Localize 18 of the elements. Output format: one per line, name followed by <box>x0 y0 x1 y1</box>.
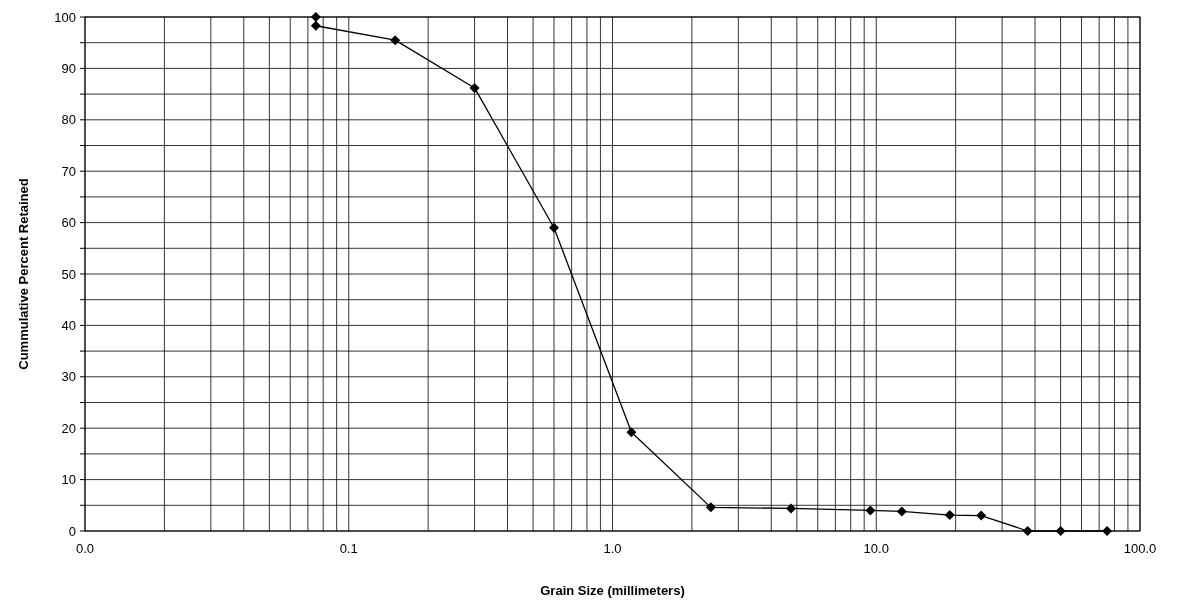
y-tick-label: 30 <box>61 369 76 385</box>
x-tick-label: 10.0 <box>863 541 889 556</box>
x-tick-label: 100.0 <box>1123 541 1157 556</box>
y-tick-label: 20 <box>61 420 76 436</box>
x-tick-label: 0.1 <box>339 541 358 556</box>
y-tick-label: 0 <box>68 523 76 539</box>
x-tick-label: 0.0 <box>75 541 95 556</box>
y-tick-label: 90 <box>61 60 76 76</box>
x-axis-title: Grain Size (millimeters) <box>540 583 685 598</box>
y-tick-label: 10 <box>61 472 76 488</box>
y-tick-label: 70 <box>61 163 76 179</box>
y-tick-label: 50 <box>61 266 76 282</box>
y-tick-label: 100 <box>54 9 76 25</box>
y-tick-label: 40 <box>61 317 76 333</box>
y-tick-label: 60 <box>61 215 76 231</box>
y-axis-title: Cummulative Percent Retained <box>16 178 31 370</box>
x-tick-label: 1.0 <box>603 541 622 556</box>
y-tick-label: 80 <box>61 112 76 128</box>
